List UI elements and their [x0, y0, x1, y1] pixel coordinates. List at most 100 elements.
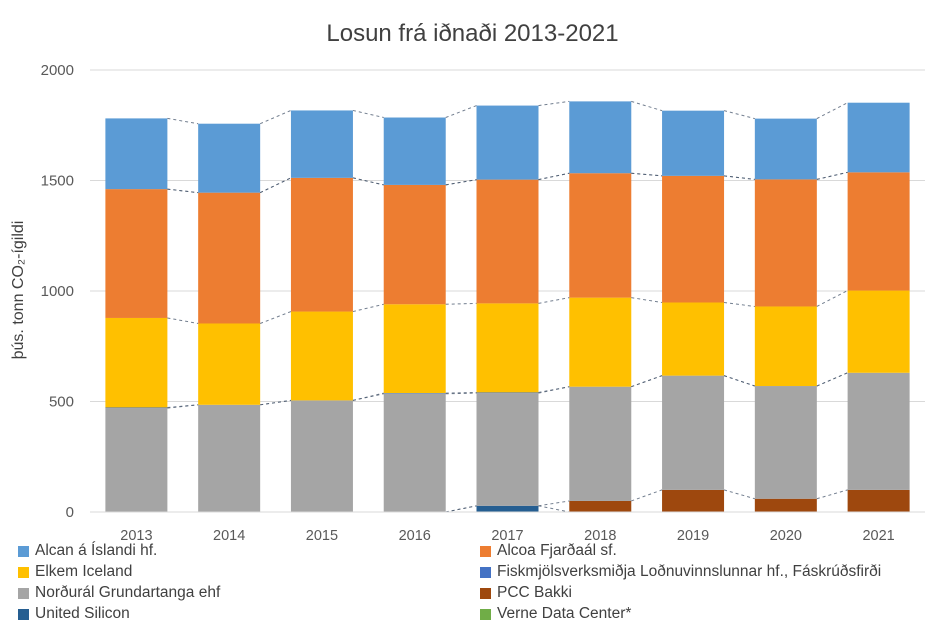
y-tick-label: 1000 — [41, 283, 74, 300]
bar-segment — [383, 393, 446, 512]
series-line — [352, 109, 384, 119]
legend-swatch — [480, 566, 491, 578]
series-line — [352, 393, 384, 401]
series-line — [723, 110, 755, 120]
x-tick-label: 2013 — [120, 528, 152, 540]
legend-swatch — [480, 545, 491, 557]
series-line — [445, 302, 477, 305]
bar-segment — [476, 105, 539, 180]
series-line — [816, 372, 848, 387]
bar-segment — [476, 392, 539, 394]
legend-label: Elkem Iceland — [35, 563, 133, 580]
bar-segment — [847, 102, 910, 173]
bar-segment — [754, 386, 817, 499]
legend-swatch — [480, 608, 491, 620]
bar-segment — [754, 179, 817, 307]
bar-segment — [569, 500, 632, 512]
chart-title: Losun frá iðnaði 2013-2021 — [326, 20, 619, 47]
bar-segment — [662, 110, 725, 176]
series-line — [631, 100, 663, 112]
legend-label: Norðurál Grundartanga ehf — [35, 584, 221, 601]
series-line — [259, 311, 292, 324]
bar-segment — [198, 192, 261, 324]
bar-segment — [290, 311, 353, 401]
bar-segment — [847, 489, 910, 512]
legend-item: Fiskmjölsverksmiðja Loðnuvinnslunnar hf.… — [480, 563, 881, 581]
x-tick-label: 2018 — [584, 528, 616, 540]
legend-label: Alcan á Íslandi hf. — [35, 542, 158, 559]
bar-segment — [662, 175, 725, 303]
bar-segment — [105, 189, 168, 318]
bar-segment — [105, 317, 168, 408]
bar-segment — [383, 184, 446, 305]
bar-segment — [290, 400, 353, 512]
bar-segment — [754, 498, 817, 512]
series-line — [631, 375, 663, 388]
series-line — [352, 177, 384, 186]
bar-segment — [847, 172, 910, 291]
x-tick-label: 2014 — [213, 528, 245, 540]
legend-item: Alcan á Íslandi hf. — [18, 542, 157, 560]
y-tick-label: 2000 — [41, 62, 74, 79]
series-line — [445, 391, 477, 394]
bar-segment — [198, 404, 261, 512]
bar-segment — [662, 489, 725, 512]
series-line — [723, 489, 755, 500]
series-line — [538, 100, 570, 107]
legend-item: Norðurál Grundartanga ehf — [18, 584, 220, 602]
bar-segment — [662, 302, 725, 376]
series-line — [538, 386, 570, 393]
x-tick-label: 2015 — [306, 528, 338, 540]
legend-label: Verne Data Center* — [497, 605, 632, 622]
legend-swatch — [18, 587, 29, 599]
legend-item: United Silicon — [18, 605, 130, 623]
bar-segment — [105, 118, 168, 190]
x-tick-label: 2017 — [491, 528, 523, 540]
series-line — [167, 404, 199, 408]
x-tick-label: 2016 — [399, 528, 431, 540]
series-line — [445, 392, 477, 395]
series-line — [723, 301, 755, 307]
bar-segment — [847, 372, 910, 490]
bar-segment — [476, 393, 539, 506]
series-line — [260, 399, 292, 406]
series-line — [816, 290, 848, 307]
bar-segment — [383, 117, 446, 185]
series-line — [445, 179, 477, 186]
legend-item: Verne Data Center* — [480, 605, 631, 623]
x-tick-label: 2020 — [770, 528, 802, 540]
bar-segment — [754, 306, 817, 387]
series-line — [352, 392, 384, 401]
legend-label: United Silicon — [35, 605, 130, 622]
series-line — [167, 117, 199, 125]
legend-label: Alcoa Fjarðaál sf. — [497, 542, 617, 559]
series-line — [352, 303, 384, 313]
bar-segment — [476, 303, 539, 393]
series-line — [816, 171, 848, 180]
legend-label: PCC Bakki — [497, 584, 572, 601]
legend-swatch — [18, 566, 29, 578]
x-tick-label: 2019 — [677, 528, 709, 540]
series-line — [631, 375, 663, 388]
bar-segment — [290, 110, 353, 178]
series-line — [816, 102, 848, 120]
series-line — [538, 505, 570, 513]
chart: 0 500 1000 1500 2000 2013 2014 2015 2016 2017 2018… — [41, 62, 925, 540]
series-line — [816, 372, 848, 387]
bar-segment — [569, 101, 632, 174]
series-line — [538, 172, 570, 181]
bar-segment — [383, 304, 446, 394]
legend-swatch — [18, 545, 29, 557]
series-line — [631, 172, 663, 177]
bar-segment — [198, 123, 261, 193]
bar-segment — [662, 375, 725, 490]
series-line — [167, 317, 199, 324]
x-tick-label: 2021 — [862, 528, 894, 540]
bar-segment — [198, 323, 261, 405]
legend-item: PCC Bakki — [480, 584, 572, 602]
series-line — [167, 188, 199, 194]
series-line — [631, 489, 663, 502]
series-line — [631, 297, 663, 303]
series-line — [723, 175, 755, 180]
bar-segment — [476, 505, 539, 512]
